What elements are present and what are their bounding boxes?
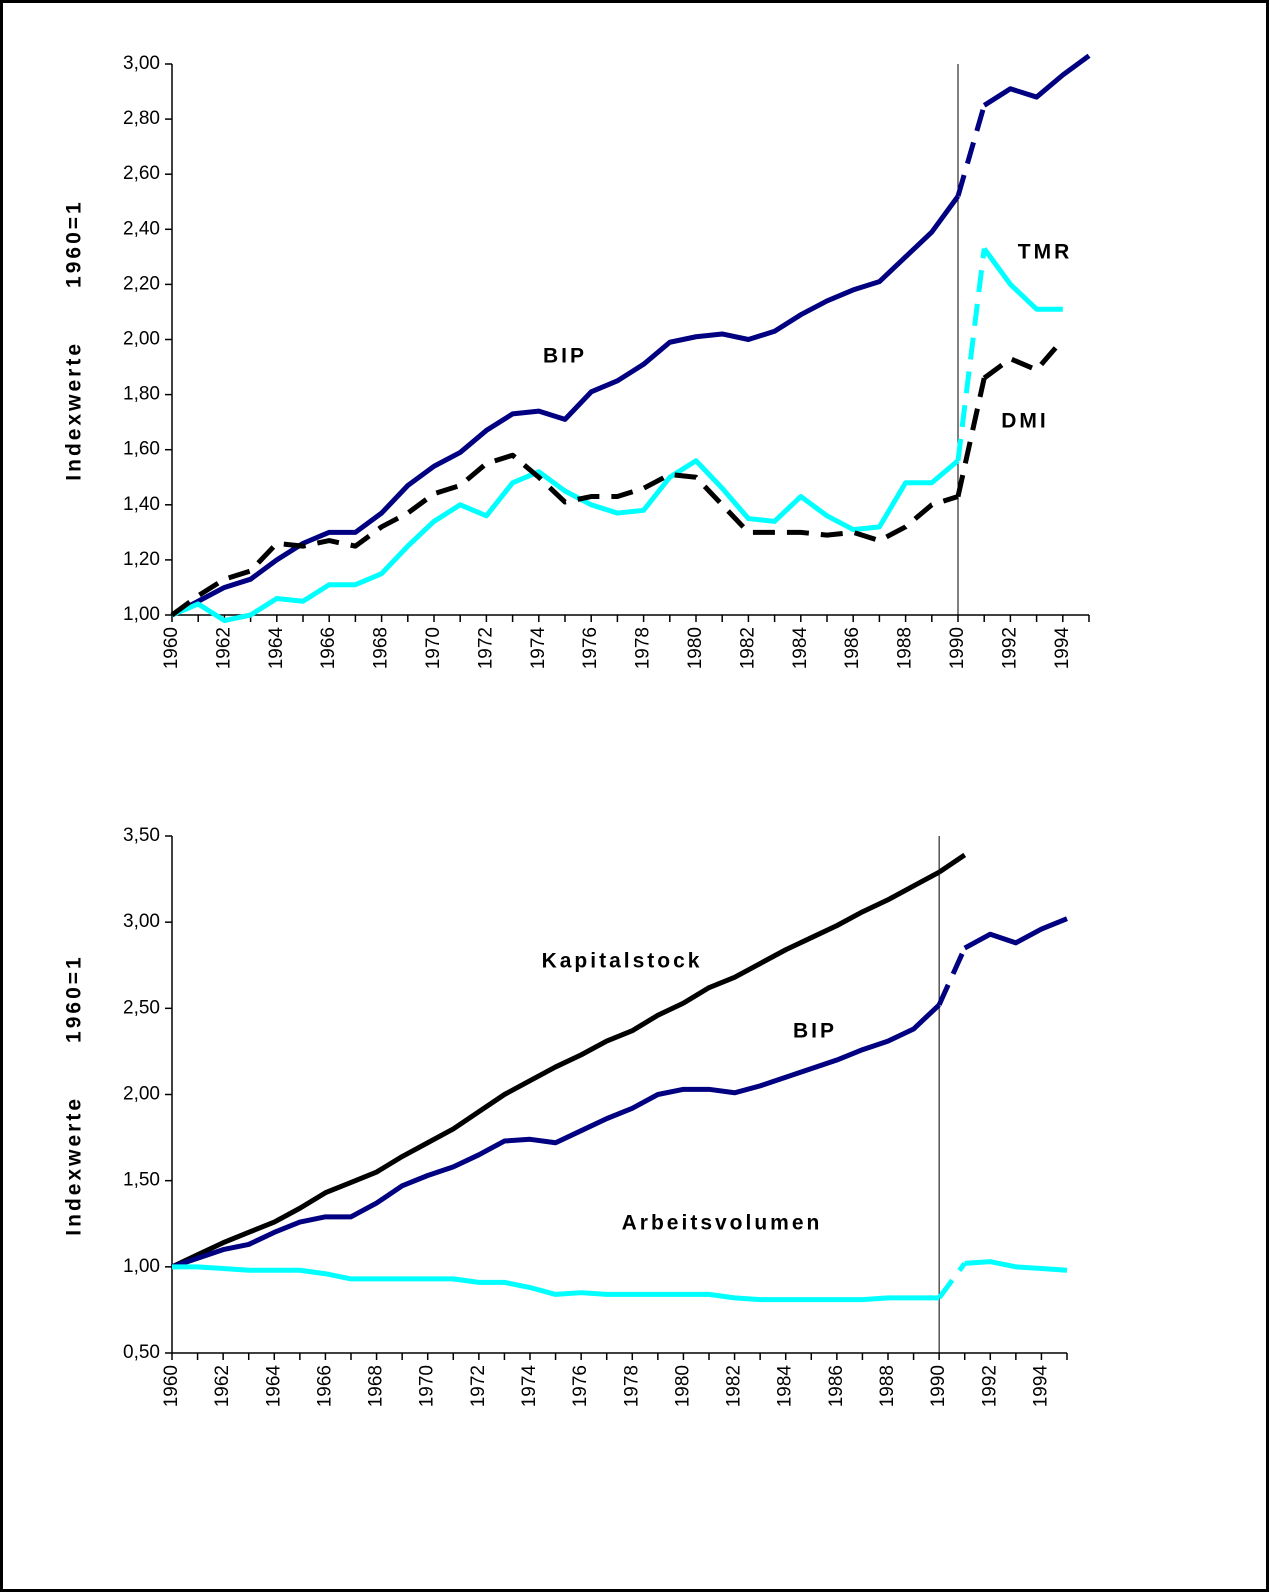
x-tick-label: 1976 [570,1365,591,1407]
x-tick-label: 1978 [621,1365,642,1407]
series-label: DMI [1001,410,1049,433]
x-tick-label: 1980 [685,627,706,669]
x-tick-label: 1988 [877,1365,898,1407]
series-line [172,1264,940,1303]
series-label: Arbeitsvolumen [622,1212,823,1235]
x-tick-label: 1986 [842,627,863,669]
series-line [964,1259,1068,1273]
y-tick-label: 1,40 [123,494,160,515]
x-tick-label: 1984 [790,627,811,670]
y-tick-label: 1,00 [123,1256,160,1277]
y-tick-label: 2,80 [123,108,160,129]
series-label: TMR [1018,241,1073,264]
y-axis-label: Indexwerte 1960=1 [63,199,86,480]
x-tick-label: 1972 [475,627,496,669]
x-tick-label: 1992 [979,1365,1000,1407]
y-tick-label: 2,00 [123,329,160,350]
series-line [982,247,1063,312]
series-connector [955,248,987,462]
x-tick-label: 1994 [1030,1365,1051,1408]
x-tick-label: 1982 [724,1365,745,1407]
x-tick-label: 1964 [266,627,287,670]
x-tick-label: 1966 [318,627,339,669]
y-tick-label: 0,50 [123,1342,160,1363]
y-tick-label: 1,60 [123,439,160,460]
x-tick-label: 1968 [366,1365,387,1407]
y-axis-label: Indexwerte 1960=1 [63,954,86,1235]
series-connector [936,946,967,1006]
x-tick-label: 1974 [519,1365,540,1408]
x-tick-label: 1978 [633,627,654,669]
y-tick-label: 3,00 [123,53,160,74]
series-line [171,458,960,624]
x-tick-label: 1980 [672,1365,693,1407]
x-tick-label: 1970 [417,1365,438,1407]
series-label: BIP [793,1020,837,1043]
x-tick-label: 1970 [423,627,444,669]
y-tick-label: 3,50 [123,825,160,846]
series-line [170,452,959,618]
series-line [170,194,961,618]
x-tick-label: 1982 [737,627,758,669]
series-connector [955,104,987,197]
y-tick-label: 1,00 [123,604,160,625]
y-tick-label: 2,40 [123,218,160,239]
series-connector [937,852,967,875]
series-line [171,1003,941,1270]
x-tick-label: 1960 [161,627,182,669]
y-tick-label: 1,20 [123,549,160,570]
y-tick-label: 2,60 [123,163,160,184]
x-tick-label: 1990 [947,627,968,669]
x-tick-label: 1994 [1052,627,1073,670]
y-tick-label: 1,50 [123,1170,160,1191]
x-tick-label: 1984 [775,1365,796,1408]
y-tick-label: 3,00 [123,911,160,932]
series-connector [937,1261,967,1300]
x-tick-label: 1990 [928,1365,949,1407]
x-tick-label: 1974 [528,627,549,670]
x-tick-label: 1988 [895,627,916,669]
y-tick-label: 2,20 [123,273,160,294]
series-line [170,869,941,1270]
x-tick-label: 1968 [371,627,392,669]
x-tick-label: 1960 [161,1365,182,1407]
series-connector [955,377,987,498]
x-tick-label: 1962 [212,1365,233,1407]
x-tick-label: 1992 [999,627,1020,669]
x-tick-label: 1964 [263,1365,284,1408]
x-tick-label: 1962 [213,627,234,669]
x-tick-label: 1986 [826,1365,847,1407]
series-label: Kapitalstock [542,950,703,973]
series-line [982,337,1065,381]
series-label: BIP [543,345,587,368]
x-tick-label: 1966 [314,1365,335,1407]
y-tick-label: 2,50 [123,997,160,1018]
x-tick-label: 1976 [580,627,601,669]
y-tick-label: 1,80 [123,384,160,405]
y-tick-label: 2,00 [123,1084,160,1105]
series-line [982,53,1091,108]
series-line [963,916,1068,951]
x-tick-label: 1972 [468,1365,489,1407]
